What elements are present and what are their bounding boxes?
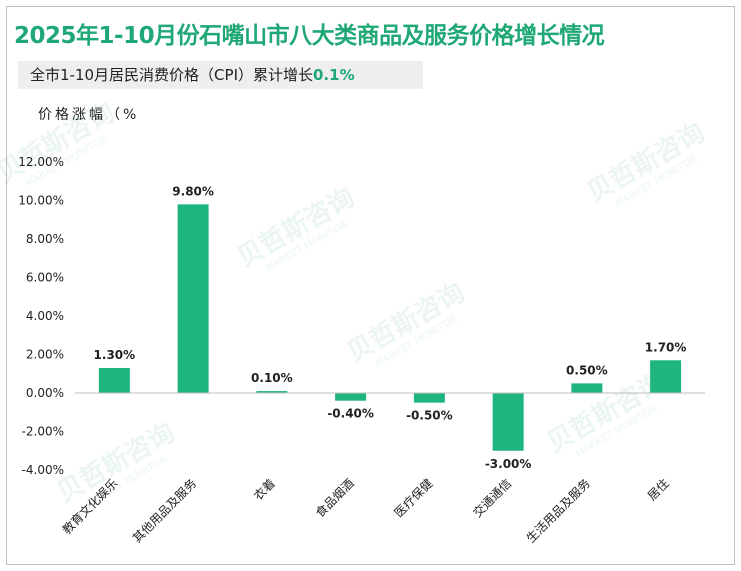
- bar: [650, 360, 682, 393]
- y-tick-label: 6.00%: [26, 271, 64, 285]
- cpi-summary-box: 全市1-10月居民消费价格（CPI）累计增长0.1%: [18, 61, 423, 89]
- bar: [492, 393, 524, 451]
- bar: [256, 391, 288, 393]
- x-tick-label: 其他用品及服务: [129, 476, 199, 546]
- cpi-summary-value: 0.1%: [313, 66, 355, 84]
- y-tick-label: -4.00%: [22, 463, 64, 477]
- y-axis-label: 价格涨幅（%: [38, 107, 140, 123]
- data-label: 1.30%: [94, 348, 136, 362]
- data-label: 0.10%: [251, 371, 293, 385]
- x-tick-label: 交通通信: [470, 476, 515, 521]
- cpi-summary-text: 全市1-10月居民消费价格（CPI）累计增长: [30, 66, 313, 84]
- x-tick-label: 食品烟酒: [312, 476, 357, 521]
- bar: [413, 393, 445, 403]
- data-label: 1.70%: [645, 340, 687, 354]
- y-tick-label: 0.00%: [26, 386, 64, 400]
- data-label: -3.00%: [485, 457, 532, 471]
- data-label: 0.50%: [566, 363, 608, 377]
- y-tick-label: 2.00%: [26, 348, 64, 362]
- x-axis-categories: 教育文化娱乐 其他用品及服务 衣着 食品烟酒 医疗保健 交通通信 生活用品及服务 居住: [59, 476, 672, 546]
- chart-title: 2025年1-10月份石嘴山市八大类商品及服务价格增长情况: [14, 23, 605, 49]
- bar: [571, 383, 603, 393]
- y-tick-label: 4.00%: [26, 309, 64, 323]
- data-label: -0.50%: [406, 409, 453, 423]
- x-tick-label: 衣着: [250, 476, 278, 504]
- y-tick-label: 8.00%: [26, 232, 64, 246]
- y-axis-ticks: 12.00% 10.00% 8.00% 6.00% 4.00% 2.00% 0.00% -2.…: [18, 155, 64, 477]
- data-label: -0.40%: [327, 407, 374, 421]
- bar: [177, 204, 209, 393]
- x-tick-label: 居住: [645, 476, 672, 503]
- y-tick-label: -2.00%: [22, 425, 64, 439]
- bar: [98, 367, 130, 393]
- y-tick-label: 10.00%: [18, 194, 64, 208]
- data-label: 9.80%: [172, 184, 214, 198]
- x-tick-label: 医疗保健: [392, 476, 436, 520]
- bar: [335, 393, 367, 401]
- y-tick-label: 12.00%: [18, 155, 64, 169]
- chart-frame: [6, 6, 735, 565]
- x-tick-label: 生活用品及服务: [523, 476, 593, 546]
- bars-group: 1.30% 9.80% 0.10% -0.40% -0.50% -3.00% 0.50% 1.…: [94, 184, 687, 470]
